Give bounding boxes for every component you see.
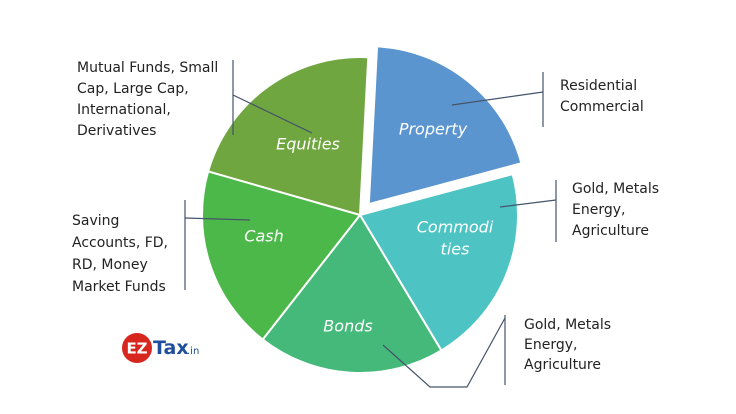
callout-text: Commercial <box>560 99 644 115</box>
callout-text: Saving <box>72 213 119 229</box>
callout-text: International, <box>77 102 171 118</box>
callout-text: Mutual Funds, Small <box>77 60 218 76</box>
pie-slice <box>261 213 443 374</box>
connector <box>184 217 251 221</box>
callout-text: Agriculture <box>572 223 649 239</box>
pie-slice <box>358 172 519 352</box>
callout-text: Energy, <box>524 337 577 353</box>
slice-label: Cash <box>244 227 283 246</box>
callout-text: Agriculture <box>524 357 601 373</box>
callout-text: Gold, Metals <box>524 317 611 333</box>
logo-badge <box>122 333 152 363</box>
callout-text: Residential <box>560 78 637 94</box>
slice-label: Bonds <box>323 317 372 336</box>
callout-text: Gold, Metals <box>572 181 659 197</box>
pie-slice <box>206 56 370 217</box>
connector <box>499 199 557 208</box>
slice-label: Property <box>399 120 468 139</box>
pie: Equities Mutual Funds, Small Cap, Large Ca… <box>72 45 659 388</box>
connector <box>382 317 506 388</box>
slice-label: Commodi <box>417 218 494 237</box>
pie-slice <box>367 45 523 206</box>
connector <box>232 94 313 134</box>
slice-label: ties <box>441 240 470 259</box>
logo-name: Tax <box>153 337 189 359</box>
logo: EZ Tax .in <box>122 333 199 363</box>
callout-text: Accounts, FD, <box>72 235 168 251</box>
slice-label: Equities <box>276 135 340 154</box>
pie-slice <box>201 170 362 341</box>
logo-suffix: .in <box>187 346 199 357</box>
callout-text: RD, Money <box>72 257 148 273</box>
callout-text: Market Funds <box>72 279 166 295</box>
callout-text: Cap, Large Cap, <box>77 81 189 97</box>
connector <box>451 91 544 106</box>
callout-text: Derivatives <box>77 123 156 139</box>
logo-mark: EZ <box>126 340 147 358</box>
callout-text: Energy, <box>572 202 625 218</box>
